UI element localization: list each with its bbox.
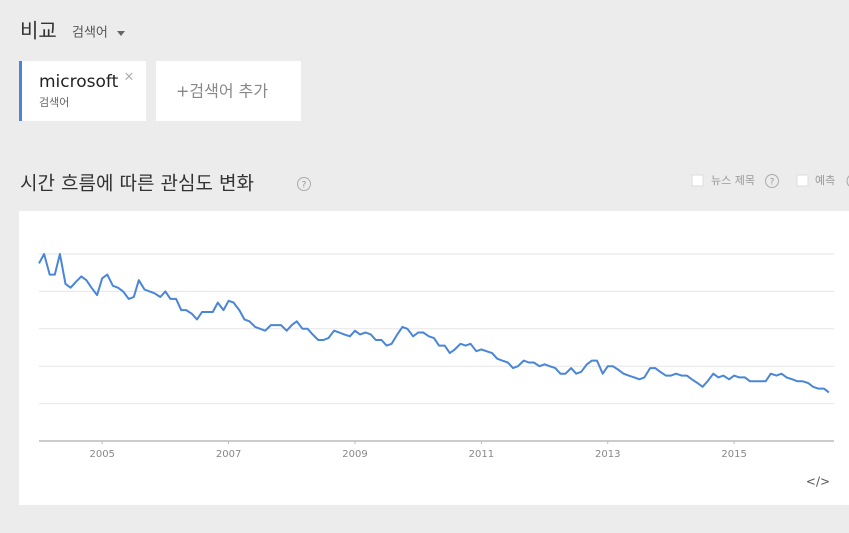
section-title: 시간 흐름에 따른 관심도 변화 [20, 173, 254, 195]
x-tick-label: 2011 [469, 449, 494, 460]
mode-dropdown[interactable]: 검색어 [72, 26, 108, 41]
embed-button[interactable]: </> [806, 475, 830, 489]
toggle[interactable] [846, 174, 849, 188]
help-text: ? [302, 181, 307, 191]
x-tick-label: 2005 [89, 449, 114, 460]
add-term: +검색어 추가 [176, 82, 268, 101]
term-color-bar [19, 61, 22, 121]
term-remove[interactable]: × [124, 70, 135, 85]
option-label: 예측 [815, 174, 835, 187]
help-icon[interactable] [765, 174, 779, 188]
term-kind: 검색어 [39, 96, 69, 109]
chart-card [19, 211, 849, 505]
x-tick-label: 2015 [721, 449, 746, 460]
checkbox[interactable] [796, 174, 809, 187]
term-card[interactable] [19, 61, 146, 121]
page-title: 비교 [20, 19, 57, 43]
help-icon[interactable] [297, 177, 311, 191]
option-label: 뉴스 제목 [711, 174, 755, 187]
help-text: ? [770, 178, 775, 188]
x-tick-label: 2009 [342, 449, 367, 460]
plot: 2005 2007 2009 2011 2013 2015 [38, 253, 834, 460]
x-tick-label: 2013 [595, 449, 620, 460]
x-tick-label: 2007 [216, 449, 241, 460]
term-name: microsoft [39, 72, 119, 92]
add-term-card[interactable] [156, 61, 301, 121]
dropdown-arrow [117, 31, 125, 36]
checkbox[interactable] [691, 174, 704, 187]
trend-line [38, 253, 830, 394]
